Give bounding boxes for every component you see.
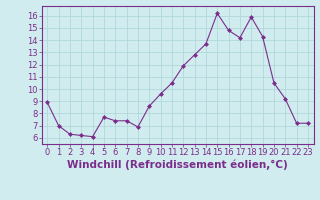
X-axis label: Windchill (Refroidissement éolien,°C): Windchill (Refroidissement éolien,°C) xyxy=(67,160,288,170)
